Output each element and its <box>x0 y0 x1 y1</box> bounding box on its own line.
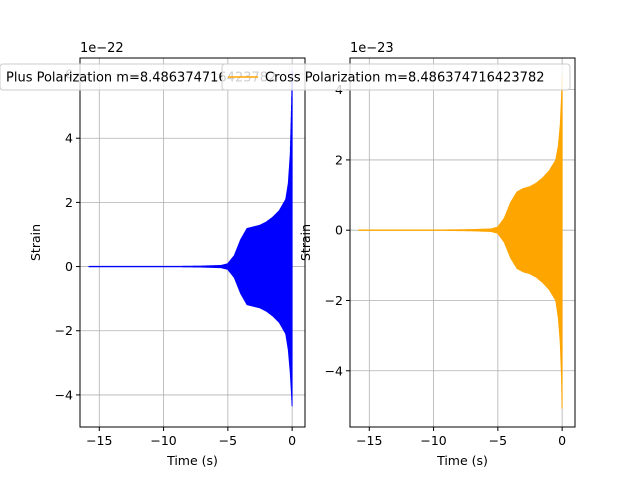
y-offset-label: 1e−23 <box>350 41 394 56</box>
strain-series-line <box>358 75 563 409</box>
axes-frame <box>349 57 576 428</box>
x-tick-label: −5 <box>489 433 507 448</box>
legends: Plus Polarization m=8.486374716423782Cro… <box>0 63 571 91</box>
x-tick-label: −15 <box>356 433 382 448</box>
strain-series-line <box>88 70 293 407</box>
y-tick-label: −4 <box>55 387 73 402</box>
y-tick-label: −2 <box>325 293 343 308</box>
x-axis-label: Time (s) <box>166 453 218 468</box>
y-axis-label: Strain <box>28 224 43 261</box>
y-tick-label: 4 <box>65 131 73 146</box>
y-tick-label: 2 <box>335 152 343 167</box>
x-tick-label: −10 <box>420 433 446 448</box>
x-tick-label: 0 <box>558 433 566 448</box>
x-tick-label: −15 <box>86 433 112 448</box>
y-tick-label: 2 <box>65 195 73 210</box>
x-tick-label: −5 <box>219 433 237 448</box>
y-tick-label: −2 <box>55 323 73 338</box>
legend-entry: Cross Polarization m=8.486374716423782 <box>265 71 544 86</box>
x-tick-label: −10 <box>150 433 176 448</box>
y-tick-label: 0 <box>65 259 73 274</box>
y-tick-label: 0 <box>335 223 343 238</box>
y-axis-label: Strain <box>298 224 313 261</box>
legend-box <box>221 63 571 91</box>
legend-entry: Plus Polarization m=8.486374716423782 <box>6 71 276 86</box>
y-tick-label: −4 <box>325 363 343 378</box>
axes-frame <box>79 57 306 428</box>
x-tick-label: 0 <box>288 433 296 448</box>
x-axis-label: Time (s) <box>436 453 488 468</box>
y-offset-label: 1e−22 <box>80 41 124 56</box>
